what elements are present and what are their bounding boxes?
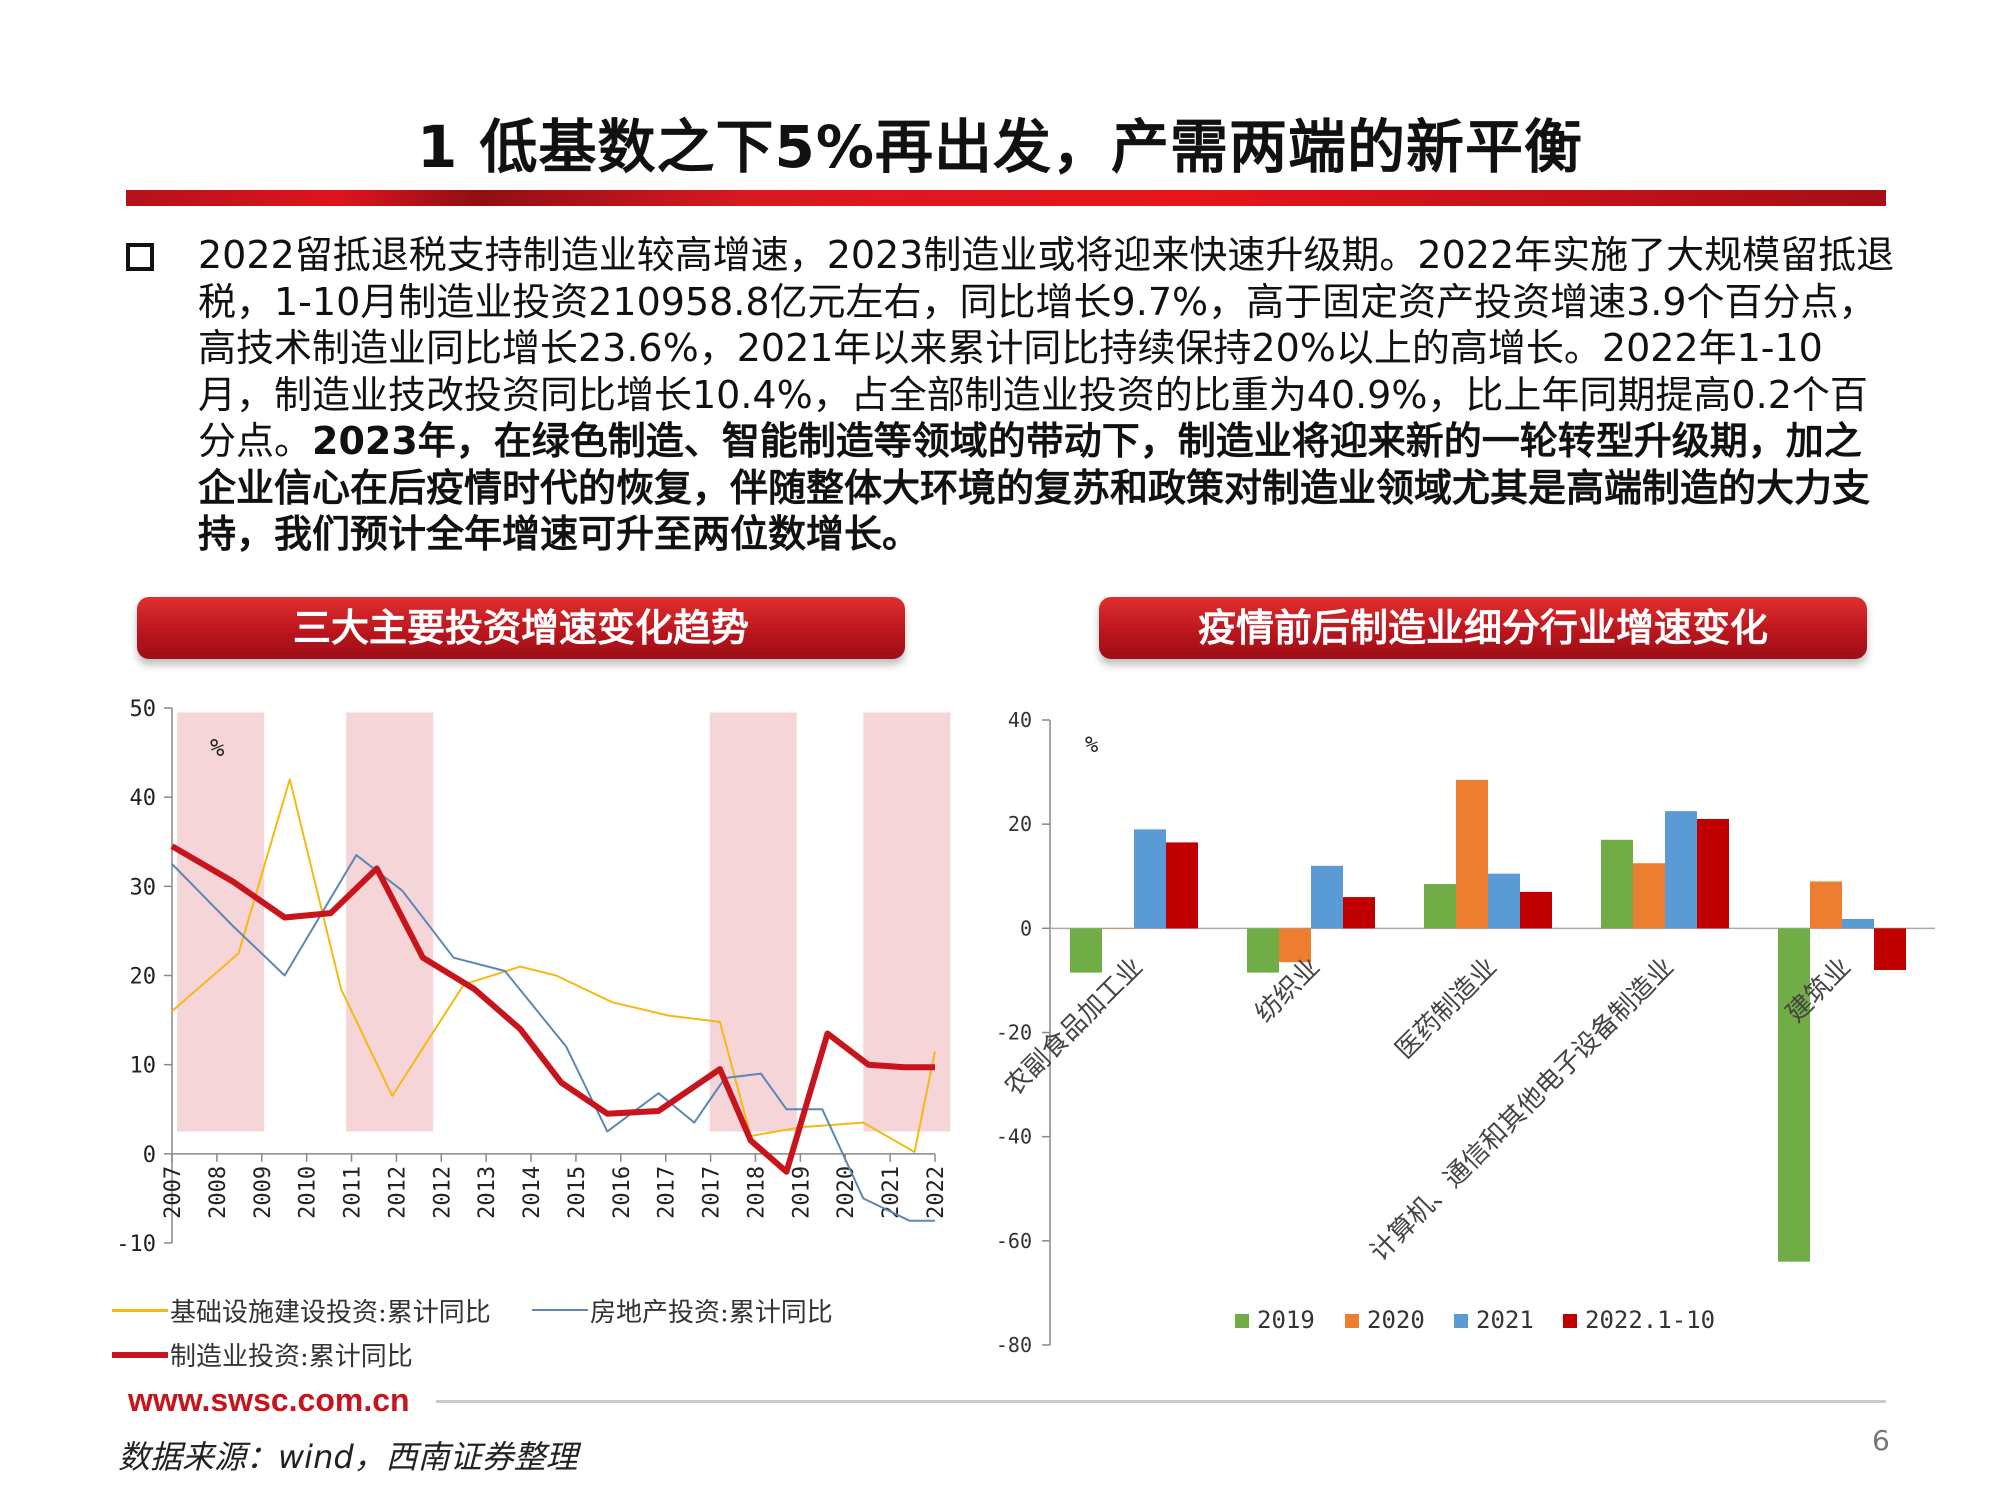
x-tick-label: 2017 xyxy=(655,1166,680,1219)
bar-1-2 xyxy=(1311,865,1343,929)
legend-label-infrastructure: 基础设施建设投资:累计同比 xyxy=(170,1298,491,1328)
bar-1-0 xyxy=(1247,928,1279,973)
x-tick-label: 2016 xyxy=(610,1166,635,1219)
paragraph-bold-text: 2023年，在绿色制造、智能制造等领域的带动下，制造业将迎来新的一轮转型升级期，… xyxy=(198,419,1871,556)
bar-4-3 xyxy=(1874,928,1906,970)
category-label: 计算机、通信和其他电子设备制造业 xyxy=(1365,952,1680,1267)
paragraph-normal-text: 2022留抵退税支持制造业较高增速，2023制造业或将迎来快速升级期。2022年… xyxy=(198,233,1895,463)
data-source-note: 数据来源：wind，西南证券整理 xyxy=(118,1438,578,1476)
shaded-band-0 xyxy=(177,712,265,1132)
bar-2-2 xyxy=(1488,873,1520,929)
y-tick-label: 20 xyxy=(130,965,157,990)
y-tick-label: 30 xyxy=(130,875,157,900)
legend-swatch-3 xyxy=(1563,1314,1577,1328)
legend-swatch-real-estate xyxy=(532,1309,588,1311)
bar-3-3 xyxy=(1697,818,1729,929)
bar-1-1 xyxy=(1279,928,1311,963)
y-tick-label: -40 xyxy=(996,1125,1032,1149)
shaded-band-1 xyxy=(346,712,434,1132)
bar-2-0 xyxy=(1424,884,1456,929)
category-label: 医药制造业 xyxy=(1390,952,1503,1065)
x-tick-label: 2018 xyxy=(744,1166,769,1219)
legend-label: 2021 xyxy=(1476,1306,1534,1334)
y-tick-label: 0 xyxy=(143,1143,156,1168)
legend-label: 2020 xyxy=(1367,1306,1425,1334)
legend-swatch-2 xyxy=(1454,1314,1468,1328)
legend-label-manufacturing: 制造业投资:累计同比 xyxy=(170,1342,413,1372)
bar-4-1 xyxy=(1810,881,1842,929)
page-title: 1 低基数之下5%再出发，产需两端的新平衡 xyxy=(416,113,1584,181)
page-number: 6 xyxy=(1872,1424,1890,1457)
bar-0-1 xyxy=(1102,928,1134,929)
right-chart-banner: 疫情前后制造业细分行业增速变化 xyxy=(1099,597,1867,659)
bar-2-1 xyxy=(1456,779,1488,929)
title-divider xyxy=(126,190,1886,206)
y-unit-label: % xyxy=(1085,733,1098,758)
website-url: www.swsc.com.cn xyxy=(128,1382,410,1418)
series-line-0 xyxy=(171,778,936,1153)
x-tick-label: 2022 xyxy=(924,1166,949,1219)
bar-3-2 xyxy=(1665,811,1697,929)
shaded-band-3 xyxy=(863,712,951,1132)
bar-0-0 xyxy=(1070,928,1102,973)
x-tick-label: 2007 xyxy=(161,1166,186,1219)
legend-swatch-0 xyxy=(1235,1314,1249,1328)
legend-label: 2019 xyxy=(1257,1306,1315,1334)
y-tick-label: 40 xyxy=(130,786,157,811)
bar-2-3 xyxy=(1520,891,1552,929)
series-line-1 xyxy=(171,854,935,1222)
y-tick-label: 0 xyxy=(1020,916,1032,940)
x-tick-label: 2014 xyxy=(520,1166,545,1219)
legend-label-real-estate: 房地产投资:累计同比 xyxy=(590,1298,833,1328)
bar-3-1 xyxy=(1633,863,1665,929)
body-paragraph: 2022留抵退税支持制造业较高增速，2023制造业或将迎来快速升级期。2022年… xyxy=(198,232,1898,558)
bar-1-3 xyxy=(1343,897,1375,929)
x-tick-label: 2020 xyxy=(834,1166,859,1219)
y-tick-label: 40 xyxy=(1008,708,1032,732)
y-tick-label: 50 xyxy=(130,697,157,722)
x-tick-label: 2010 xyxy=(296,1166,321,1219)
x-tick-label: 2011 xyxy=(341,1166,366,1219)
y-tick-label: -80 xyxy=(996,1333,1032,1357)
x-tick-label: 2013 xyxy=(475,1166,500,1219)
x-tick-label: 2015 xyxy=(565,1166,590,1219)
bullet-square-icon xyxy=(126,243,154,271)
y-tick-label: -60 xyxy=(996,1229,1032,1253)
bar-0-3 xyxy=(1166,842,1198,929)
series-line-2 xyxy=(170,843,935,1175)
x-tick-label: 2017 xyxy=(700,1166,725,1219)
x-tick-label: 2012 xyxy=(385,1166,410,1219)
legend-swatch-1 xyxy=(1345,1314,1359,1328)
x-tick-label: 2008 xyxy=(206,1166,231,1219)
y-tick-label: 10 xyxy=(130,1054,157,1079)
legend-swatch-infrastructure xyxy=(112,1309,168,1312)
bar-4-0 xyxy=(1778,928,1810,1262)
bar-3-0 xyxy=(1601,839,1633,929)
bar-0-2 xyxy=(1134,829,1166,929)
y-tick-label: 20 xyxy=(1008,812,1032,836)
x-tick-label: 2021 xyxy=(879,1166,904,1219)
legend-label: 2022.1-10 xyxy=(1585,1306,1715,1334)
shaded-band-2 xyxy=(709,712,797,1132)
legend-swatch-manufacturing xyxy=(112,1352,168,1358)
y-tick-label: -20 xyxy=(996,1021,1032,1045)
y-unit-label: % xyxy=(210,734,225,762)
x-tick-label: 2012 xyxy=(430,1166,455,1219)
y-tick-label: -10 xyxy=(116,1232,156,1257)
bar-4-2 xyxy=(1842,918,1874,929)
x-tick-label: 2019 xyxy=(789,1166,814,1219)
footer-divider xyxy=(436,1400,1886,1403)
left-chart-banner: 三大主要投资增速变化趋势 xyxy=(137,597,905,659)
x-tick-label: 2009 xyxy=(251,1166,276,1219)
